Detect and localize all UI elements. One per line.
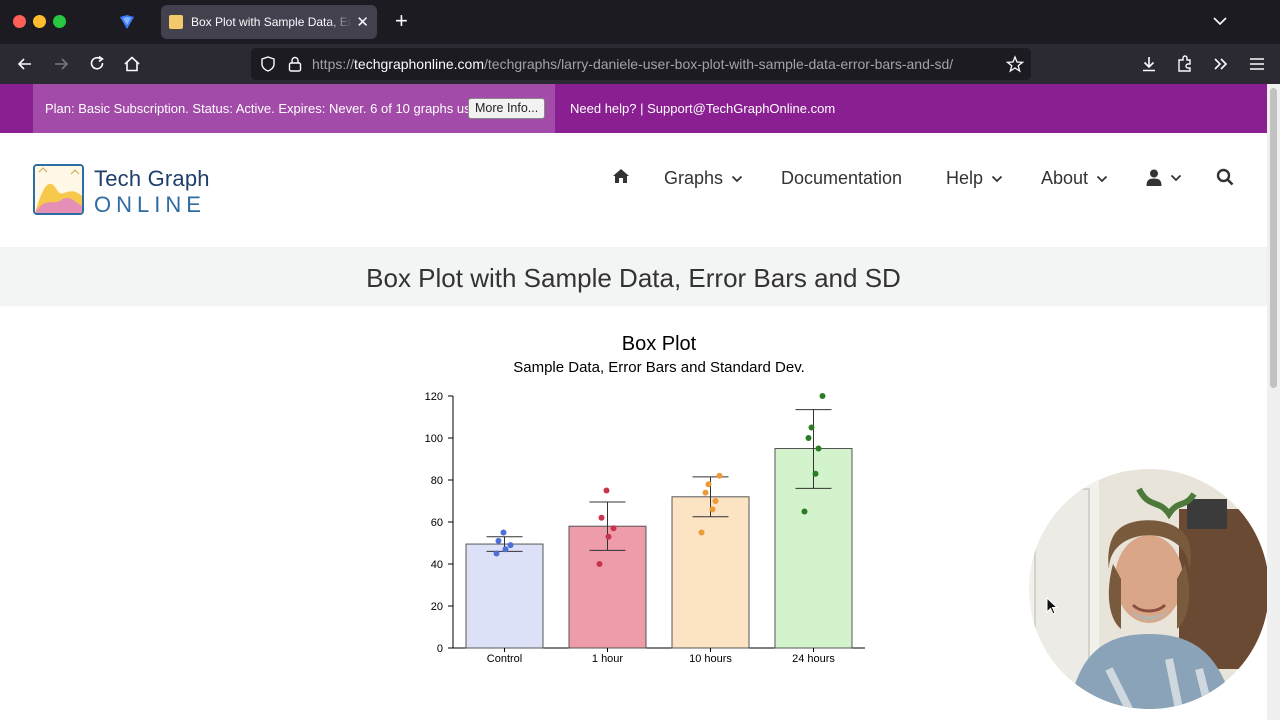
menu-documentation[interactable]: Documentation	[781, 168, 902, 189]
new-tab-button[interactable]: +	[395, 8, 408, 33]
window-zoom-button[interactable]	[53, 15, 66, 28]
sample-point	[801, 508, 808, 515]
x-tick-label: 24 hours	[792, 653, 835, 665]
menu-about[interactable]: About	[1041, 168, 1108, 189]
active-tab[interactable]: Box Plot with Sample Data, Error Bars an…	[161, 5, 377, 39]
x-tick-label: 10 hours	[689, 653, 732, 665]
y-tick-label: 80	[431, 475, 443, 487]
shield-icon[interactable]	[259, 55, 277, 73]
lock-icon[interactable]	[287, 55, 303, 73]
support-text[interactable]: Need help? | Support@TechGraphOnline.com	[570, 101, 836, 116]
sample-point	[610, 525, 617, 532]
chart-title: Box Plot	[622, 333, 697, 355]
url-host: techgraphonline.com	[354, 56, 485, 72]
chevron-down-icon	[731, 175, 743, 182]
x-tick-label: 1 hour	[592, 653, 624, 665]
box-plot-chart: Box Plot Sample Data, Error Bars and Stan…	[425, 333, 865, 665]
sample-point	[493, 550, 500, 557]
sample-point	[712, 498, 719, 504]
sample-point	[709, 506, 716, 513]
y-tick-label: 0	[437, 643, 443, 655]
presenter-webcam-video	[1029, 469, 1267, 709]
window-minimize-button[interactable]	[33, 15, 46, 28]
url-scheme: https://	[312, 56, 355, 72]
bar	[671, 496, 750, 649]
y-tick-label: 100	[425, 433, 443, 445]
sample-point	[495, 537, 502, 544]
overflow-chevrons-icon[interactable]	[1211, 54, 1231, 74]
sample-point	[716, 472, 723, 479]
logo-chart-icon[interactable]	[33, 164, 84, 215]
sample-point	[502, 546, 509, 553]
forward-arrow-icon[interactable]	[51, 54, 71, 74]
sample-point	[603, 487, 610, 494]
bar	[465, 543, 544, 649]
logo-text-bottom[interactable]: ONLINE	[94, 192, 206, 217]
menu-about-label: About	[1041, 168, 1089, 188]
y-tick-label: 120	[425, 391, 443, 403]
url-path: /techgraphs/larry-daniele-user-box-plot-…	[484, 56, 954, 72]
sample-point	[605, 533, 612, 540]
menu-account[interactable]	[1146, 169, 1182, 186]
sample-point	[805, 435, 812, 441]
url-bar[interactable]: https://techgraphonline.com/techgraphs/l…	[251, 48, 1031, 80]
back-arrow-icon[interactable]	[15, 54, 35, 74]
menu-help-label: Help	[946, 168, 984, 188]
site-header: Tech Graph ONLINE Graphs Documentation H…	[0, 133, 1267, 247]
home-menu-icon[interactable]	[612, 167, 630, 185]
x-tick-label: Control	[487, 653, 522, 665]
chevron-down-icon	[1096, 175, 1108, 182]
sample-point	[596, 561, 603, 567]
tab-title: Box Plot with Sample Data, Error Bars an…	[191, 15, 352, 29]
url-text[interactable]: https://techgraphonline.com/techgraphs/l…	[312, 56, 953, 72]
extensions-icon[interactable]	[1175, 54, 1195, 74]
sample-point	[815, 445, 822, 452]
download-icon[interactable]	[1139, 54, 1159, 74]
sample-point	[500, 529, 507, 536]
chart-subtitle: Sample Data, Error Bars and Standard Dev…	[513, 359, 805, 376]
chevron-down-icon	[991, 175, 1003, 182]
page-title: Box Plot with Sample Data, Error Bars an…	[366, 263, 901, 293]
user-icon	[1146, 169, 1162, 186]
plan-status-text: Plan: Basic Subscription. Status: Active…	[45, 101, 489, 116]
menu-graphs-label: Graphs	[664, 168, 724, 188]
sample-point	[507, 542, 514, 549]
web-page: Plan: Basic Subscription. Status: Active…	[0, 84, 1267, 720]
sample-point	[698, 529, 705, 536]
browser-toolbar: https://techgraphonline.com/techgraphs/l…	[0, 44, 1280, 84]
browser-tab-bar: Box Plot with Sample Data, Error Bars an…	[0, 0, 1280, 44]
search-icon[interactable]	[1216, 168, 1234, 186]
plan-banner: Plan: Basic Subscription. Status: Active…	[0, 84, 1267, 133]
pocket-icon[interactable]	[117, 12, 137, 32]
tab-list-chevron-icon[interactable]	[1212, 13, 1228, 29]
y-tick-label: 60	[431, 517, 443, 529]
tab-favicon-icon	[169, 15, 183, 29]
menu-documentation-label: Documentation	[781, 168, 903, 188]
menu-graphs[interactable]: Graphs	[664, 168, 743, 189]
page-title-band: Box Plot with Sample Data, Error Bars an…	[0, 247, 1267, 306]
y-tick-label: 40	[431, 559, 443, 571]
home-icon[interactable]	[122, 54, 142, 74]
menu-help[interactable]: Help	[946, 168, 1003, 189]
page-scrollbar[interactable]	[1267, 84, 1280, 720]
plan-status-box: Plan: Basic Subscription. Status: Active…	[33, 84, 555, 133]
sample-point	[702, 489, 709, 496]
sample-point	[819, 393, 826, 399]
sample-point	[598, 514, 605, 521]
y-tick-label: 20	[431, 601, 443, 613]
close-tab-icon[interactable]: ✕	[356, 14, 369, 31]
hamburger-menu-icon[interactable]	[1247, 54, 1267, 74]
sample-point	[812, 470, 819, 477]
sample-point	[808, 424, 815, 431]
sample-point	[705, 481, 712, 488]
more-info-button[interactable]: More Info...	[468, 98, 546, 119]
bookmark-star-icon[interactable]	[1006, 55, 1024, 73]
logo-text-top[interactable]: Tech Graph	[94, 166, 210, 191]
reload-icon[interactable]	[87, 54, 107, 74]
window-close-button[interactable]	[13, 15, 26, 28]
mouse-cursor-icon	[1046, 597, 1058, 615]
chevron-down-icon	[1170, 174, 1182, 181]
scrollbar-thumb[interactable]	[1270, 88, 1277, 388]
